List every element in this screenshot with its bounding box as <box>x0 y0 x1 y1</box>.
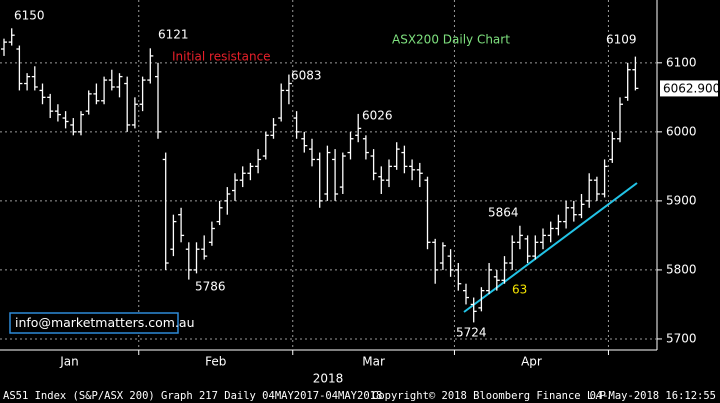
last-price-tag <box>660 80 718 97</box>
footer-date: 04-May-2018 16:12:55 <box>590 390 716 402</box>
footer-copyright: Copyright© 2018 Bloomberg Finance L.P. <box>372 390 612 402</box>
annotation: 6121 <box>158 28 189 42</box>
trend-line <box>463 182 638 313</box>
y-tick-label: 5700 <box>666 331 697 345</box>
footer-left: AS51 Index (S&P/ASX 200) Graph 217 Daily… <box>3 390 382 402</box>
x-tick-label: Apr <box>521 355 542 369</box>
watermark: info@marketmatters.com.au <box>15 315 195 330</box>
annotation: 6026 <box>362 109 393 123</box>
annotation: 63 <box>512 283 527 297</box>
x-tick-label: Feb <box>205 355 226 369</box>
x-tick-label: Jan <box>59 355 79 369</box>
annotation: ASX200 Daily Chart <box>392 33 510 47</box>
last-price-label: 6062.900 <box>663 81 720 95</box>
annotation: 6150 <box>14 9 45 23</box>
watermark-box <box>9 312 179 334</box>
y-tick-label: 5800 <box>666 262 697 276</box>
annotation: 5864 <box>488 206 519 220</box>
annotation: 5724 <box>456 326 487 340</box>
annotation: 6109 <box>606 33 637 47</box>
annotation: 6083 <box>291 69 322 83</box>
x-year-label: 2018 <box>313 372 344 386</box>
x-tick-label: Mar <box>362 355 385 369</box>
y-tick-label: 6000 <box>666 124 697 138</box>
annotation: Initial resistance <box>172 50 271 64</box>
annotation: 5786 <box>195 280 226 294</box>
y-tick-label: 5900 <box>666 193 697 207</box>
y-tick-label: 6100 <box>666 55 697 69</box>
